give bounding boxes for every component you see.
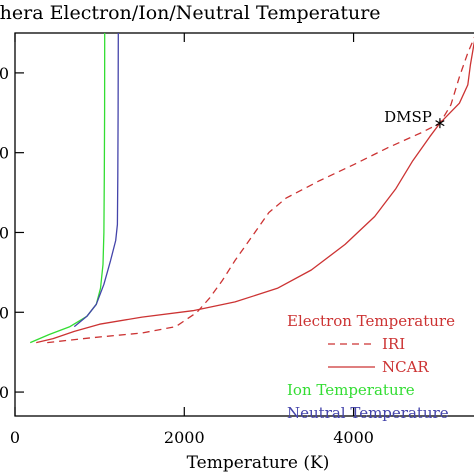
legend: Electron Temperature IRI NCAR Ion Temperatu… (287, 312, 455, 422)
x-axis-label: Temperature (K) (187, 453, 330, 473)
series-layer (29, 32, 474, 344)
legend-electron-header: Electron Temperature (287, 312, 455, 330)
dmsp-star-marker (435, 118, 445, 129)
dmsp-annotation-label: DMSP (384, 108, 432, 126)
legend-neutral-label: Neutral Temperature (287, 404, 449, 422)
y-tick-label: 0 (0, 144, 9, 163)
x-tick-label: 2000 (164, 428, 205, 447)
x-tick-label: 4000 (333, 428, 374, 447)
legend-ion-label: Ion Temperature (287, 381, 415, 399)
legend-ncar-label: NCAR (382, 358, 429, 376)
plot-frame (14, 32, 474, 417)
series-line-neutral-temperature (73, 32, 119, 328)
y-tick-label: 0 (0, 64, 9, 83)
series-line-ion-temperature (29, 32, 106, 344)
y-tick-label: 0 (0, 223, 9, 242)
y-tick-label: 0 (0, 303, 9, 322)
series-line-iri (47, 36, 474, 344)
y-tick-label: 0 (0, 383, 9, 402)
chart-title: thera Electron/Ion/Neutral Temperature (0, 2, 381, 24)
annotation-layer: DMSP (384, 108, 445, 129)
legend-iri-label: IRI (382, 335, 405, 353)
axis-ticks: 0 2000 4000 0 0 0 0 0 (0, 33, 374, 447)
series-line-ncar (36, 40, 474, 344)
x-tick-label: 0 (10, 428, 20, 447)
